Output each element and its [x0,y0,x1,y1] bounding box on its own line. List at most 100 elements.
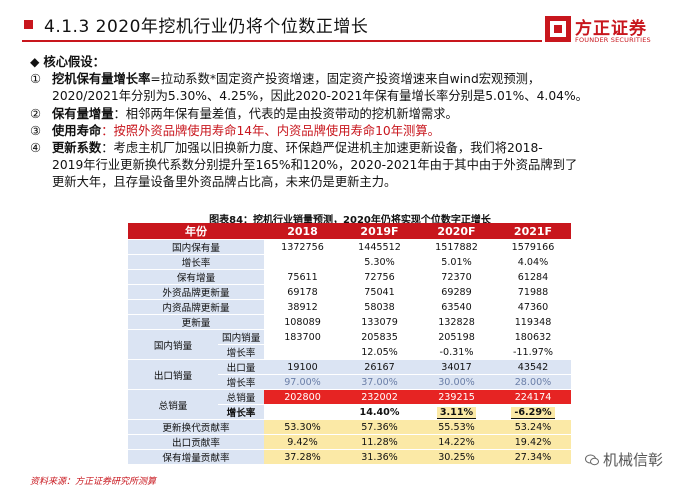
cell: 1517882 [418,239,495,255]
cell: 28.00% [495,374,571,390]
assumptions-heading: 核心假设： [43,55,105,69]
assumption-1-line-1: ① 挖机保有量增长率=拉动系数*固定资产投资增速，固定资产投资增速来自wind宏观… [30,71,680,88]
group-label: 出口销量 [128,359,218,390]
cell: 239215 [418,389,495,405]
cell: -11.97% [495,344,571,360]
row-label: 外资品牌更新量 [128,284,264,300]
cell: 202800 [264,389,341,405]
assumption-1-number: ① [30,72,42,87]
header-2020f: 2020F [418,223,495,240]
cell: 119348 [495,314,571,330]
diamond-bullet-icon: ◆ [30,55,40,69]
assumptions-heading-line: ◆ 核心假设： [30,54,680,71]
table-row: 外资品牌更新量 69178 75041 69289 71988 [128,284,571,300]
table-row: 保有增量贡献率 37.28% 31.36% 30.25% 27.34% [128,449,571,465]
assumption-4-line-3: 更新大年，且存量设备里外资品牌占比高，未来仍是更新主力。 [52,175,397,190]
cell: 1579166 [495,239,571,255]
table-row: 国内销量 国内销量 183700 205835 205198 180632 [128,329,571,360]
cell: 19100 [264,359,341,375]
cell: 47360 [495,299,571,315]
assumption-3-text: ：按照外资品牌使用寿命14年、内资品牌使用寿命10年测算。 [101,123,440,138]
assumption-1-line-2: 2020/2021年分别为5.30%、4.25%，因此2020-2021年保有量… [52,89,588,104]
cell: 53.24% [495,419,571,435]
cell: 31.36% [341,449,418,465]
cell: 97.00% [264,374,341,390]
assumption-1-term: 挖机保有量增长率 [52,72,151,87]
row-label: 增长率 [128,254,264,270]
founder-logo-icon [545,16,571,42]
cell: 69178 [264,284,341,300]
cell: 133079 [341,314,418,330]
cell: -0.31% [418,344,495,360]
assumption-4-line-2: 2019年行业更新换代系数分别提升至165%和120%，2020-2021年由于… [52,158,578,173]
cell: 43542 [495,359,571,375]
assumption-3-term: 使用寿命 [52,123,102,138]
sub-label: 总销量 [218,389,264,405]
group-label: 国内销量 [128,329,218,360]
cell: 58038 [341,299,418,315]
cell: 180632 [495,329,571,345]
cell: 14.40% [341,404,418,420]
cell: 1372756 [264,239,341,255]
table-row: 增长率 5.30% 5.01% 4.04% [128,254,571,270]
assumption-4-text: ：考虑主机厂加强以旧换新力度、环保趋严促进机主加速更新设备，我们将2018- [101,140,543,155]
cell: 34017 [418,359,495,375]
table-row: 出口贡献率 9.42% 11.28% 14.22% 19.42% [128,434,571,450]
cell [264,344,341,360]
sub-label: 增长率 [218,374,264,390]
watermark: 机械信彰 [585,449,663,470]
table-row: 总销量 总销量 202800 232002 239215 224174 [128,389,571,420]
assumption-4-line-1: ④ 更新系数：考虑主机厂加强以旧换新力度、环保趋严促进机主加速更新设备，我们将20… [30,140,680,157]
cell: 9.42% [264,434,341,450]
table-row: 增长率 12.05% -0.31% -11.97% [128,344,571,360]
assumption-2-text: ：相邻两年保有量差值，代表的是由投资带动的挖机新增需求。 [113,106,458,121]
cell: 26167 [341,359,418,375]
logo-english-name: FOUNDER SECURITIES [575,36,651,44]
assumption-1-text: =拉动系数*固定资产投资增速，固定资产投资增速来自wind宏观预测， [150,72,541,87]
table-row: 出口销量 出口量 19100 26167 34017 43542 [128,359,571,390]
cell: -6.29% [495,404,571,420]
cell: 53.30% [264,419,341,435]
table-row: 国内保有量 1372756 1445512 1517882 1579166 [128,239,571,255]
cell: 75611 [264,269,341,285]
cell: 38912 [264,299,341,315]
cell: 11.28% [341,434,418,450]
logo-chinese-name: 方正证券 [575,19,647,39]
table-row: 增长率 97.00% 37.00% 30.00% 28.00% [128,374,571,390]
row-label: 更新量 [128,314,264,330]
row-label: 内资品牌更新量 [128,299,264,315]
core-assumptions: ◆ 核心假设： ① 挖机保有量增长率=拉动系数*固定资产投资增速，固定资产投资增速… [30,54,680,192]
highlighted-value: -6.29% [511,406,555,419]
assumption-2-line: ② 保有量增量：相邻两年保有量差值，代表的是由投资带动的挖机新增需求。 [30,106,680,123]
assumption-4-number: ④ [30,140,42,155]
header-2019f: 2019F [341,223,418,240]
assumption-2-number: ② [30,106,42,121]
cell: 14.22% [418,434,495,450]
cell: 72756 [341,269,418,285]
cell: 5.01% [418,254,495,270]
table-row: 增长率 14.40% 3.11% -6.29% [128,404,571,420]
cell [264,404,341,420]
cell: 55.53% [418,419,495,435]
cell: 5.30% [341,254,418,270]
group-label: 总销量 [128,389,218,420]
cell: 19.42% [495,434,571,450]
cell: 30.25% [418,449,495,465]
table-title: 图表84：挖机行业销量预测，2020年仍将实现个位数字正增长 [209,215,491,226]
sub-label: 增长率 [218,344,264,360]
row-label: 出口贡献率 [128,434,264,450]
wechat-icon [585,454,599,466]
founder-logo: 方正证券 FOUNDER SECURITIES [545,14,685,50]
cell: 108089 [264,314,341,330]
header-year: 年份 [128,223,264,240]
cell: 232002 [341,389,418,405]
row-label: 更新换代贡献率 [128,419,264,435]
assumption-3-number: ③ [30,123,42,138]
cell: 27.34% [495,449,571,465]
assumption-2-term: 保有量增量 [52,106,114,121]
cell: 3.11% [418,404,495,420]
cell: 132828 [418,314,495,330]
cell: 69289 [418,284,495,300]
cell: 75041 [341,284,418,300]
sub-label: 国内销量 [218,329,264,345]
